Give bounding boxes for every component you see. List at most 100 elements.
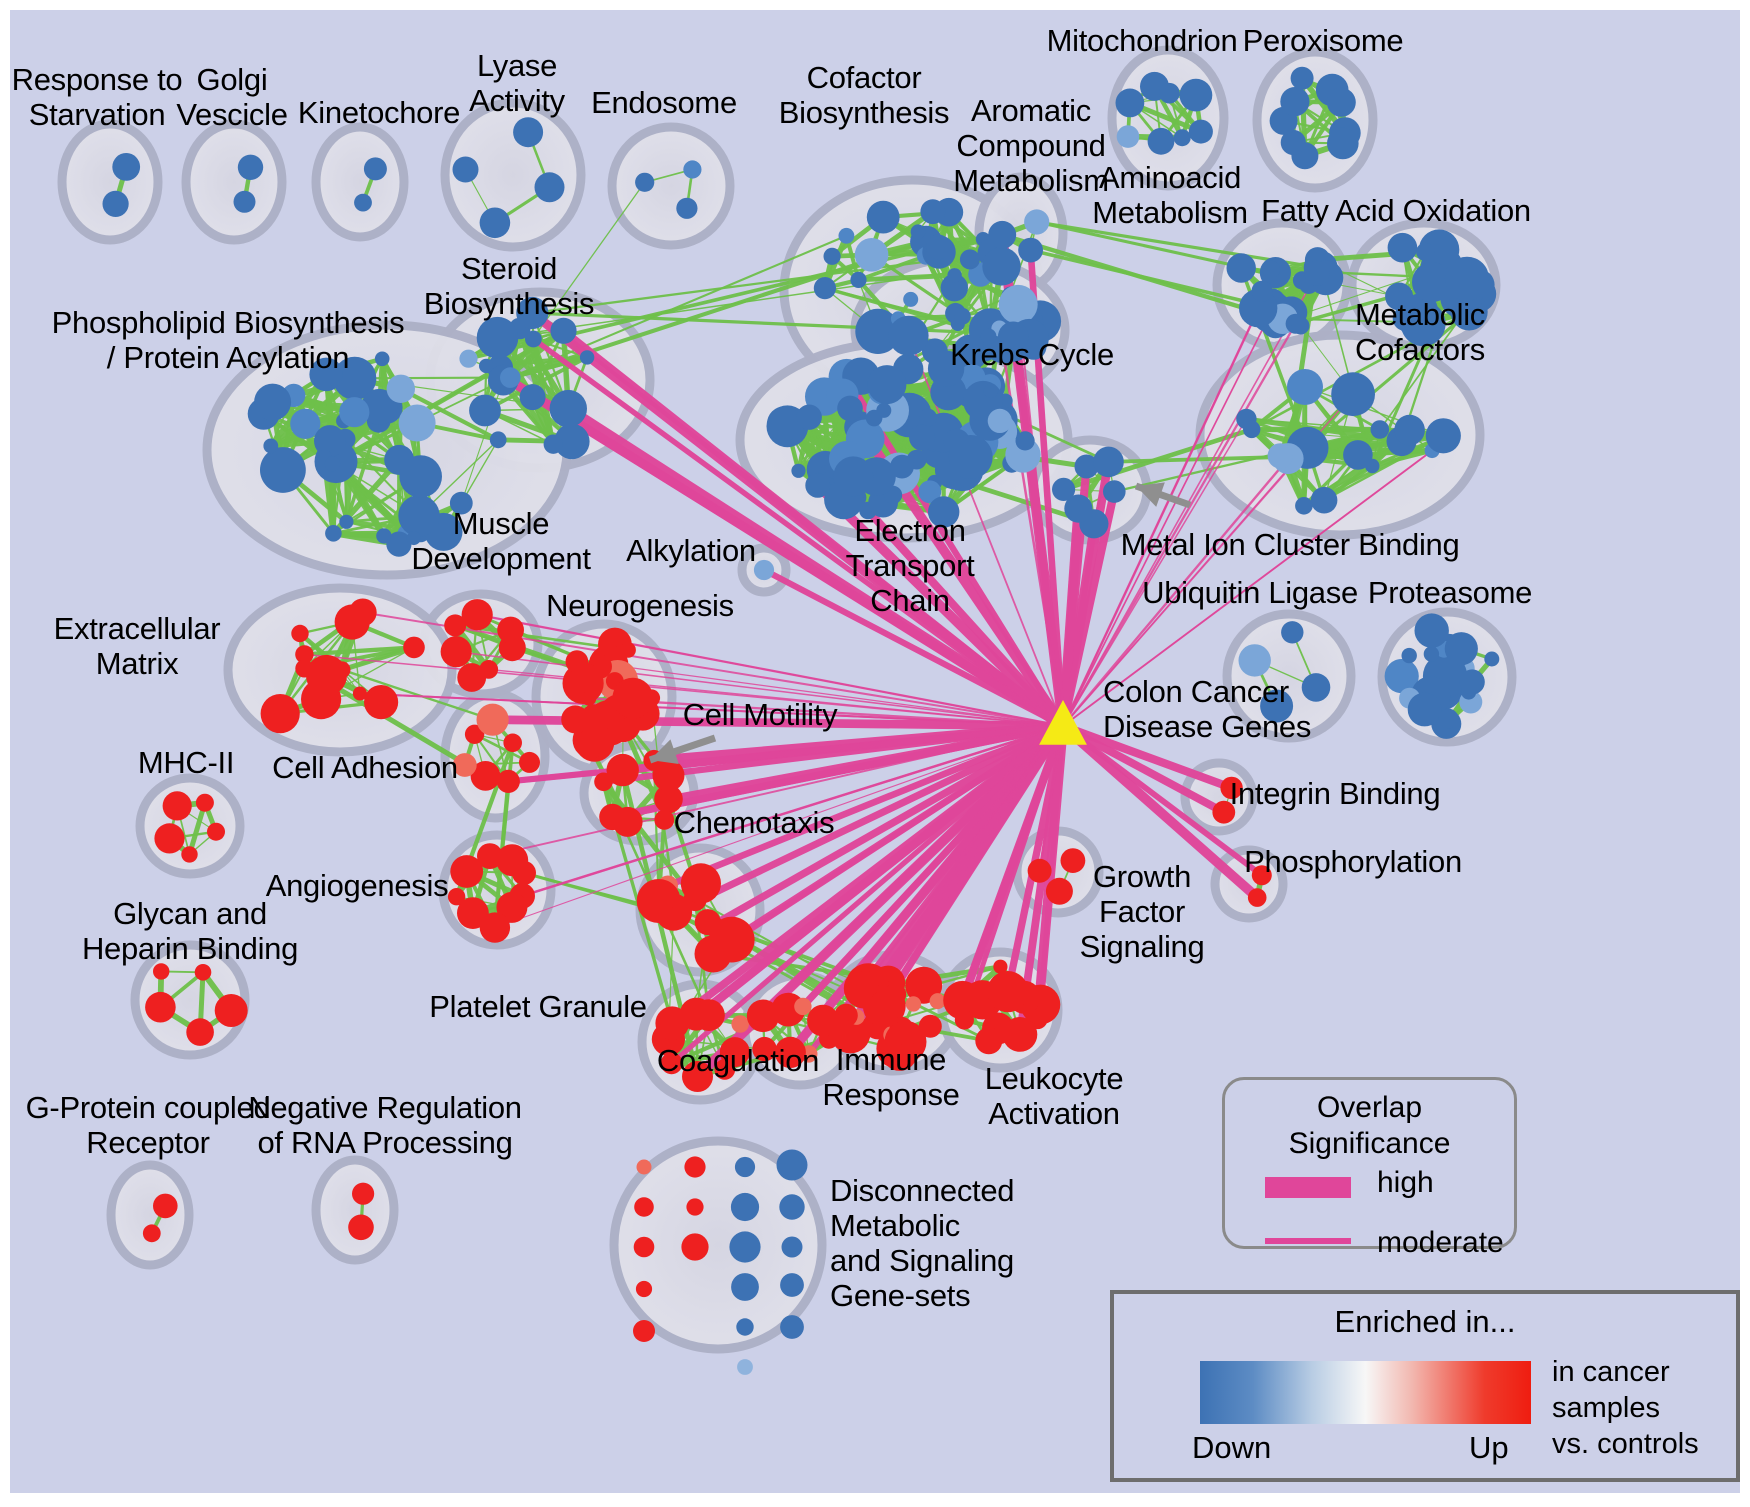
gene-set-node[interactable]: [457, 897, 489, 929]
cluster-ellipse-negative-regulation-of-rna-processing[interactable]: [311, 1155, 399, 1265]
gene-set-node[interactable]: [1247, 888, 1267, 907]
gene-set-node[interactable]: [1260, 689, 1294, 723]
cluster-ellipse-endosome[interactable]: [607, 122, 735, 250]
gene-set-node[interactable]: [850, 271, 867, 288]
cluster-ellipse-response-to-starvation[interactable]: [57, 119, 163, 245]
gene-set-node[interactable]: [1052, 477, 1076, 501]
gene-set-node[interactable]: [1064, 494, 1093, 523]
gene-set-node[interactable]: [153, 1193, 178, 1219]
gene-set-node[interactable]: [1188, 119, 1213, 144]
gene-set-node[interactable]: [835, 1004, 853, 1022]
gene-set-node[interactable]: [781, 1236, 803, 1258]
gene-set-node[interactable]: [398, 404, 436, 442]
gene-set-node[interactable]: [470, 761, 501, 791]
gene-set-node[interactable]: [1226, 253, 1256, 283]
gene-set-node[interactable]: [452, 156, 479, 183]
gene-set-node[interactable]: [162, 791, 192, 821]
gene-set-node[interactable]: [479, 358, 494, 374]
gene-set-node[interactable]: [975, 1027, 1003, 1055]
gene-set-node[interactable]: [364, 685, 399, 720]
gene-set-node[interactable]: [581, 691, 597, 706]
gene-set-node[interactable]: [875, 968, 891, 985]
gene-set-node[interactable]: [1115, 88, 1145, 118]
gene-set-node[interactable]: [1002, 1017, 1038, 1052]
gene-set-node[interactable]: [980, 328, 997, 345]
gene-set-node[interactable]: [195, 793, 214, 812]
gene-set-node[interactable]: [503, 733, 522, 753]
gene-set-node[interactable]: [954, 307, 971, 325]
gene-set-node[interactable]: [947, 268, 962, 283]
gene-set-node[interactable]: [406, 531, 421, 546]
gene-set-node[interactable]: [805, 473, 831, 498]
cluster-ellipse-kinetochore[interactable]: [311, 122, 409, 242]
gene-set-node[interactable]: [477, 843, 503, 869]
gene-set-node[interactable]: [780, 1315, 804, 1339]
hub-node-colon-cancer-disease-genes[interactable]: [1039, 700, 1087, 745]
gene-set-node[interactable]: [746, 999, 780, 1033]
gene-set-node[interactable]: [752, 1036, 777, 1062]
gene-set-node[interactable]: [1179, 78, 1213, 112]
gene-set-node[interactable]: [374, 351, 390, 367]
gene-set-node[interactable]: [1326, 87, 1356, 117]
gene-set-node[interactable]: [1045, 877, 1073, 905]
gene-set-node[interactable]: [900, 1041, 916, 1057]
gene-set-node[interactable]: [186, 1018, 214, 1046]
gene-set-node[interactable]: [633, 1236, 655, 1258]
gene-set-node[interactable]: [823, 247, 841, 265]
gene-set-node[interactable]: [550, 317, 577, 344]
gene-set-node[interactable]: [295, 645, 314, 664]
gene-set-node[interactable]: [1173, 129, 1191, 147]
gene-set-node[interactable]: [925, 234, 951, 260]
gene-set-node[interactable]: [794, 997, 812, 1016]
gene-set-node[interactable]: [1159, 82, 1180, 104]
gene-set-node[interactable]: [112, 153, 141, 181]
gene-set-node[interactable]: [635, 1280, 653, 1298]
gene-set-node[interactable]: [1414, 613, 1449, 648]
gene-set-node[interactable]: [918, 480, 942, 504]
gene-set-node[interactable]: [708, 916, 755, 963]
gene-set-node[interactable]: [233, 190, 256, 213]
gene-set-node[interactable]: [1438, 708, 1459, 729]
gene-set-node[interactable]: [652, 759, 685, 792]
gene-set-node[interactable]: [1147, 127, 1175, 155]
gene-set-node[interactable]: [796, 404, 822, 430]
gene-set-node[interactable]: [309, 357, 344, 392]
gene-set-node[interactable]: [838, 227, 855, 244]
gene-set-node[interactable]: [554, 423, 590, 460]
gene-set-node[interactable]: [927, 350, 965, 387]
gene-set-node[interactable]: [660, 1052, 683, 1075]
gene-set-node[interactable]: [1267, 443, 1294, 469]
cluster-ellipse-golgi-vescicle[interactable]: [181, 119, 287, 245]
gene-set-node[interactable]: [987, 408, 1012, 433]
gene-set-node[interactable]: [1304, 260, 1330, 286]
gene-set-node[interactable]: [333, 356, 377, 400]
gene-set-node[interactable]: [519, 751, 540, 773]
gene-set-node[interactable]: [1412, 262, 1452, 303]
gene-set-node[interactable]: [565, 650, 589, 674]
gene-set-node[interactable]: [339, 514, 354, 529]
gene-set-node[interactable]: [676, 197, 698, 219]
gene-set-node[interactable]: [1281, 621, 1304, 644]
gene-set-node[interactable]: [694, 909, 721, 936]
gene-set-node[interactable]: [612, 677, 654, 719]
gene-set-node[interactable]: [987, 971, 1029, 1013]
gene-set-node[interactable]: [496, 769, 520, 794]
gene-set-node[interactable]: [869, 990, 900, 1021]
gene-set-node[interactable]: [306, 654, 347, 696]
gene-set-node[interactable]: [776, 1149, 808, 1181]
gene-set-node[interactable]: [855, 308, 901, 354]
gene-set-node[interactable]: [399, 455, 443, 498]
gene-set-node[interactable]: [1262, 260, 1281, 279]
gene-set-node[interactable]: [919, 408, 937, 427]
gene-set-node[interactable]: [998, 284, 1038, 324]
gene-set-node[interactable]: [1280, 87, 1310, 117]
gene-set-node[interactable]: [461, 599, 493, 631]
gene-set-node[interactable]: [654, 810, 675, 830]
gene-set-node[interactable]: [774, 1036, 806, 1068]
cluster-ellipse-lyase-activity[interactable]: [440, 98, 586, 252]
gene-set-node[interactable]: [511, 860, 536, 886]
gene-set-node[interactable]: [684, 1156, 706, 1178]
gene-set-node[interactable]: [324, 456, 341, 472]
gene-set-node[interactable]: [736, 1318, 754, 1336]
gene-set-node[interactable]: [905, 996, 922, 1012]
